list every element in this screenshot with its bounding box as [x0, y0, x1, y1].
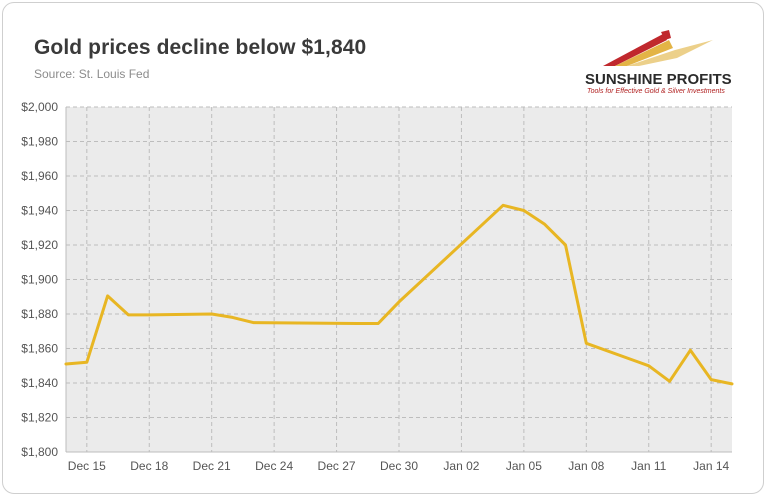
data-point: [668, 380, 671, 383]
data-point: [522, 209, 525, 212]
y-axis: $1,800 $1,820 $1,840 $1,860 $1,880 $1,900 $1,9…: [21, 100, 58, 459]
x-axis: Dec 15 Dec 18 Dec 21 Dec 24 Dec 27 Dec 30 Jan …: [68, 459, 730, 473]
x-tick-label: Dec 30: [380, 459, 418, 473]
sunshine-profits-logo: SUNSHINE PROFITS Tools for Effective Gol…: [585, 28, 735, 98]
logo-name: SUNSHINE PROFITS: [585, 71, 732, 88]
data-point: [210, 313, 213, 316]
y-tick-label: $1,840: [21, 376, 58, 390]
data-point: [543, 223, 546, 226]
data-point: [647, 364, 650, 367]
x-tick-label: Jan 05: [506, 459, 542, 473]
x-tick-label: Jan 08: [568, 459, 604, 473]
x-tick-label: Jan 02: [443, 459, 479, 473]
x-tick-label: Dec 21: [193, 459, 231, 473]
x-tick-label: Dec 27: [318, 459, 356, 473]
x-tick-label: Jan 11: [631, 459, 666, 473]
y-tick-label: $1,980: [21, 135, 58, 149]
y-tick-label: $1,960: [21, 169, 58, 183]
y-tick-label: $2,000: [21, 100, 58, 114]
data-point: [502, 204, 505, 207]
data-point: [356, 322, 359, 325]
y-tick-label: $1,940: [21, 204, 58, 218]
y-tick-label: $1,820: [21, 411, 58, 425]
data-point: [377, 322, 380, 325]
data-point: [106, 294, 109, 297]
y-tick-label: $1,860: [21, 342, 58, 356]
chart-source: Source: St. Louis Fed: [34, 67, 150, 81]
data-point: [564, 244, 567, 247]
data-point: [148, 313, 151, 316]
data-point: [731, 382, 734, 385]
chart-title: Gold prices decline below $1,840: [34, 36, 367, 59]
y-tick-label: $1,900: [21, 273, 58, 287]
x-tick-label: Dec 18: [130, 459, 168, 473]
y-tick-label: $1,880: [21, 307, 58, 321]
logo-tagline: Tools for Effective Gold & Silver Invest…: [587, 88, 725, 95]
data-point: [398, 300, 401, 303]
data-point: [689, 349, 692, 352]
y-tick-label: $1,920: [21, 238, 58, 252]
x-gridlines: [65, 107, 712, 452]
x-tick-label: Jan 14: [693, 459, 729, 473]
data-point: [127, 313, 130, 316]
y-tick-label: $1,800: [21, 445, 58, 459]
x-tick-label: Dec 15: [68, 459, 106, 473]
data-point: [65, 363, 68, 366]
x-tick-label: Dec 24: [255, 459, 293, 473]
gold-price-line: [64, 203, 734, 386]
logo-swoosh-icon: [603, 30, 713, 66]
data-point: [252, 321, 255, 324]
data-point: [231, 316, 234, 319]
data-point: [85, 361, 88, 364]
data-point: [710, 378, 713, 381]
data-point: [585, 342, 588, 345]
